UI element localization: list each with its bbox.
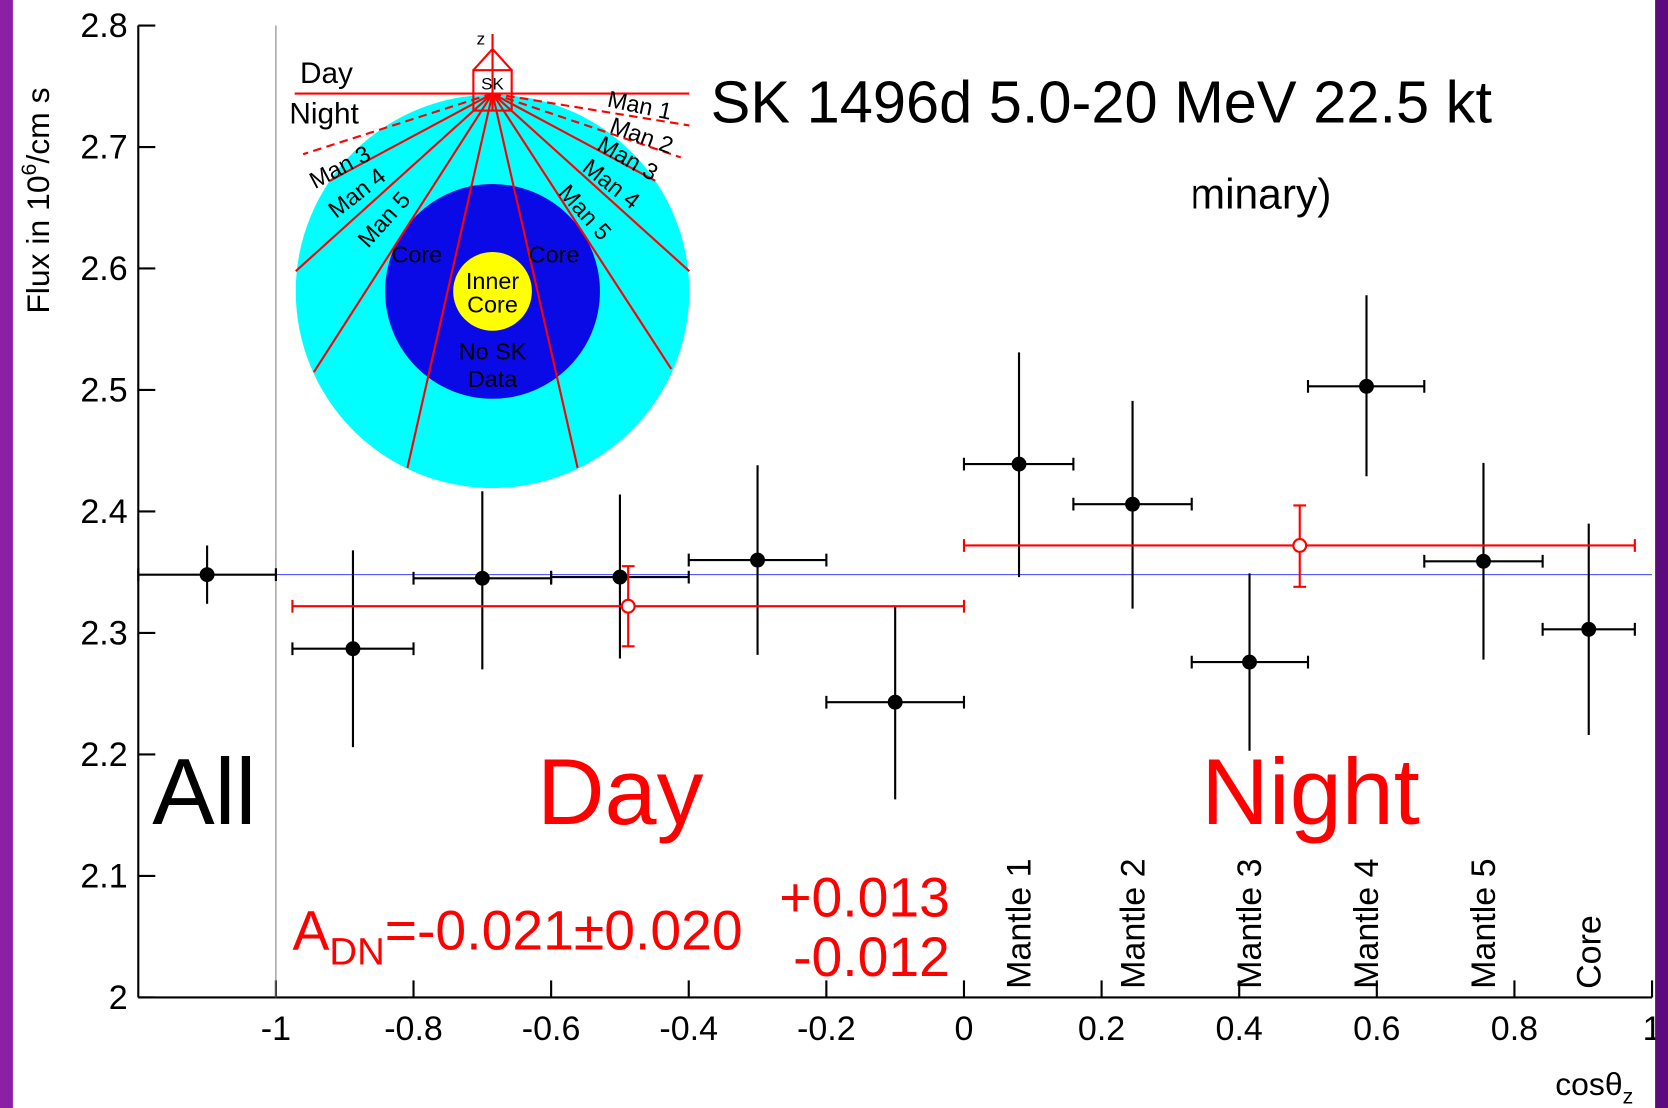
data-point xyxy=(1360,380,1373,393)
bin-label: Mantle 1 xyxy=(1001,858,1039,988)
y-axis-title-superscript: 6 xyxy=(17,164,41,176)
bin-label: Mantle 2 xyxy=(1114,858,1152,988)
data-point xyxy=(1582,623,1595,636)
inset-label: No SK xyxy=(459,338,527,364)
x-tick-label: 0.4 xyxy=(1216,1010,1263,1048)
x-tick-label: -1 xyxy=(261,1010,291,1048)
x-axis-title: cosθz xyxy=(1555,1066,1633,1108)
y-axis-title: Flux in 106/cm s xyxy=(17,87,56,313)
page: {"chart_data": {"type": "scatter", "titl… xyxy=(0,0,1668,1108)
frame xyxy=(0,0,13,1108)
bin-label: Mantle 3 xyxy=(1231,858,1269,988)
data-point xyxy=(1013,458,1026,471)
y-axis-title-text: Flux in 10 xyxy=(20,175,56,313)
x-tick-label: 0.2 xyxy=(1078,1010,1125,1048)
chart-title: SK 1496d 5.0-20 MeV 22.5 kt xyxy=(711,68,1493,135)
y-tick-label: 2.2 xyxy=(80,736,127,774)
x-axis-title-text: cosθ xyxy=(1555,1066,1622,1102)
data-point xyxy=(614,571,627,584)
y-axis-title-text: /cm s xyxy=(20,87,56,163)
region-label: Night xyxy=(1201,739,1420,844)
x-tick-label: -0.2 xyxy=(797,1010,856,1048)
data-point xyxy=(1477,555,1490,568)
region-label: Day xyxy=(537,739,704,844)
inset-label: z xyxy=(477,30,486,49)
data-point xyxy=(201,568,214,581)
data-point xyxy=(1293,539,1306,552)
inset-label: SK xyxy=(481,74,504,93)
asymmetry-value: =-0.021±0.020 xyxy=(385,900,743,962)
inset-label: Data xyxy=(468,366,517,392)
data-point xyxy=(889,696,902,709)
bin-label: Mantle 5 xyxy=(1465,858,1503,988)
inset-diagram: Day Night z SK Man 1 Man 2 Man 3 Man 4 M… xyxy=(287,30,697,492)
data-point xyxy=(1243,656,1256,669)
x-tick-label: -0.6 xyxy=(522,1010,581,1048)
inset-label: Core xyxy=(529,242,580,268)
x-tick-label: 0.8 xyxy=(1491,1010,1538,1048)
inset-label: Night xyxy=(289,97,359,130)
data-point xyxy=(476,572,489,585)
asymmetry-symbol: A xyxy=(293,900,330,962)
y-tick-label: 2.6 xyxy=(80,250,127,288)
x-tick-label: 0.6 xyxy=(1353,1010,1400,1048)
asymmetry-subscript: DN xyxy=(329,930,384,973)
data-point xyxy=(622,600,635,613)
inset-label: Day xyxy=(300,57,353,90)
y-tick-label: 2.1 xyxy=(80,858,127,896)
y-tick-label: 2 xyxy=(109,979,128,1017)
bin-label: Mantle 4 xyxy=(1348,858,1386,988)
y-tick-label: 2.5 xyxy=(80,372,127,410)
inset-label: Core xyxy=(391,242,442,268)
y-tick-label: 2.3 xyxy=(80,615,127,653)
inset-label: Core xyxy=(467,292,518,318)
data-point xyxy=(751,554,764,567)
asymmetry-plus: +0.013 xyxy=(779,867,950,929)
region-label: All xyxy=(152,739,256,844)
x-axis-title-subscript: z xyxy=(1623,1085,1634,1108)
asymmetry-minus: -0.012 xyxy=(793,926,950,988)
y-tick-label: 2.7 xyxy=(80,129,127,167)
chart: 2 2.1 2.2 2.3 2.4 2.5 2.6 2.7 2.8 -1 -0.8 -0.6 -0.4 -… xyxy=(0,0,1668,1108)
data-point xyxy=(347,642,360,655)
data-point xyxy=(1126,498,1139,511)
x-tick-label: -0.8 xyxy=(384,1010,443,1048)
inset-label: Inner xyxy=(466,268,520,294)
x-tick-label: 0 xyxy=(955,1010,974,1048)
x-tick-label: -0.4 xyxy=(659,1010,718,1048)
y-tick-label: 2.4 xyxy=(80,493,127,531)
y-tick-label: 2.8 xyxy=(80,7,127,45)
frame xyxy=(1655,0,1668,1108)
bin-label: Core xyxy=(1570,915,1608,989)
